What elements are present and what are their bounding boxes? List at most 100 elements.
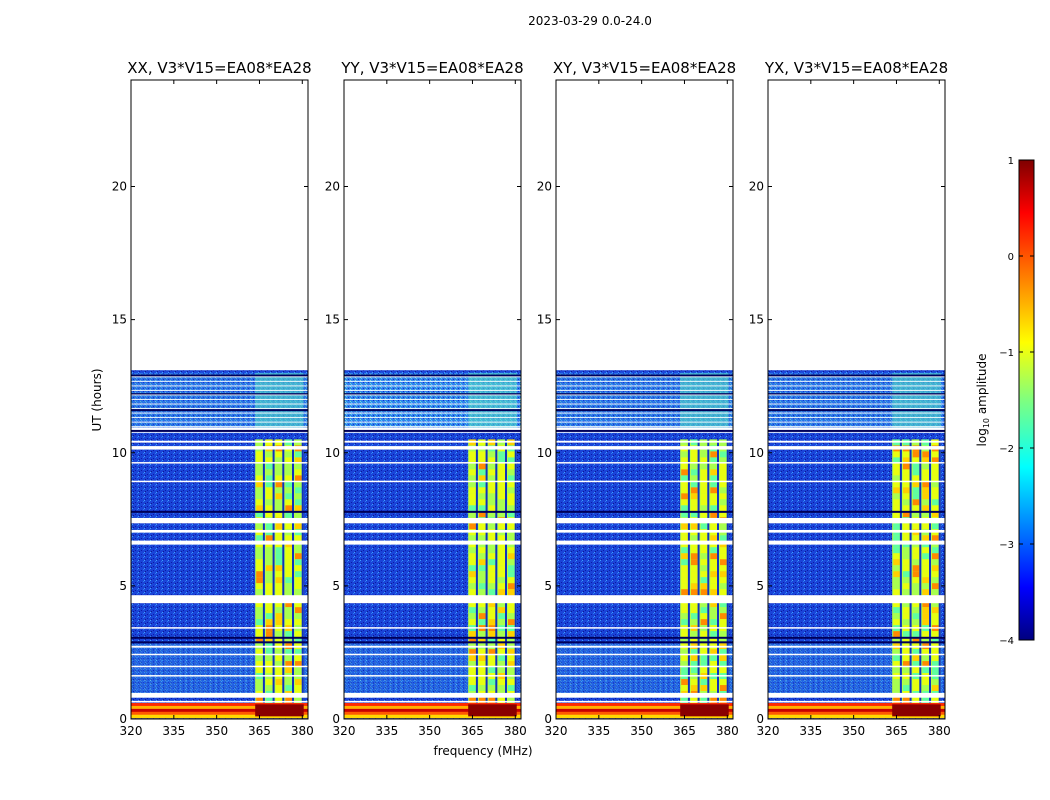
rfi-cell: [295, 583, 302, 590]
rfi-cell: [893, 553, 900, 560]
flagged-gap: [131, 595, 308, 604]
rfi-cell: [710, 649, 718, 656]
rfi-cell: [902, 577, 910, 584]
rfi-cell: [681, 679, 688, 686]
rfi-cell: [690, 457, 698, 464]
rfi-cell: [498, 667, 506, 674]
rfi-cell: [912, 475, 920, 482]
rfi-cell: [922, 463, 930, 470]
rfi-cell: [902, 685, 910, 692]
rfi-cell: [720, 457, 727, 464]
panel-xx: 0 5 10 15 20 320 335 350 365 380 XX, V3*V15=EA08*E…: [112, 59, 314, 738]
rfi-cell: [275, 685, 283, 692]
rfi-cell: [478, 697, 486, 704]
rfi-cell: [256, 661, 263, 668]
rfi-cell: [932, 583, 939, 590]
rfi-cell: [902, 493, 910, 500]
flagged-line: [344, 376, 521, 378]
rfi-cell: [285, 571, 293, 578]
rfi-cell: [508, 667, 515, 674]
rfi-cell: [478, 571, 486, 578]
y-tick-label: 20: [749, 180, 764, 194]
flagged-gap: [556, 529, 733, 533]
rfi-cell: [285, 667, 293, 674]
rfi-cell: [478, 649, 486, 656]
rfi-cell: [902, 589, 910, 596]
rfi-cell: [478, 481, 486, 488]
rfi-cell: [469, 649, 476, 656]
rfi-separator: [726, 439, 729, 704]
rfi-cell: [498, 619, 506, 626]
flagged-line: [344, 412, 521, 414]
rfi-cell: [295, 469, 302, 476]
flagged-gap: [768, 462, 945, 464]
rfi-separator: [938, 439, 941, 704]
flagged-gap: [131, 675, 308, 677]
rfi-cell: [700, 679, 708, 686]
flagged-line: [131, 421, 308, 423]
rfi-cell: [720, 589, 727, 596]
rfi-cell: [265, 553, 273, 560]
rfi-cell: [681, 685, 688, 692]
rfi-cell: [902, 679, 910, 686]
rfi-cell: [690, 667, 698, 674]
x-tick-label: 350: [418, 724, 441, 738]
rfi-cell: [710, 655, 718, 662]
flagged-dark-line: [556, 409, 733, 412]
x-tick-label: 320: [120, 724, 143, 738]
rfi-cell: [488, 601, 496, 608]
rfi-cell: [478, 505, 486, 512]
rfi-separator: [717, 439, 720, 704]
rfi-cell: [488, 685, 496, 692]
rfi-cell: [498, 679, 506, 686]
rfi-cell: [710, 553, 718, 560]
rfi-cell: [508, 697, 515, 704]
rfi-cell: [285, 475, 293, 482]
rfi-cell: [256, 631, 263, 638]
flagged-dark-line: [344, 374, 521, 377]
flagged-dark-line: [131, 409, 308, 412]
flagged-gap: [344, 480, 521, 483]
flagged-line: [344, 389, 521, 391]
rfi-cell: [469, 499, 476, 506]
rfi-cell: [700, 505, 708, 512]
y-tick-label: 5: [119, 579, 127, 593]
rfi-cell: [275, 637, 283, 644]
rfi-cell: [256, 451, 263, 458]
rfi-cell: [469, 559, 476, 566]
rfi-cell: [912, 607, 920, 614]
rfi-cell: [488, 463, 496, 470]
rfi-separator: [929, 439, 932, 704]
rfi-cell: [256, 469, 263, 476]
rfi-cell: [508, 577, 515, 584]
rfi-cell: [932, 493, 939, 500]
rfi-cell: [681, 571, 688, 578]
rfi-cell: [710, 475, 718, 482]
rfi-cell: [488, 565, 496, 572]
rfi-hot-strip: [768, 705, 945, 710]
rfi-cell: [902, 505, 910, 512]
rfi-cell: [498, 493, 506, 500]
rfi-cell: [912, 661, 920, 668]
rfi-cell: [478, 613, 486, 620]
rfi-cell: [508, 487, 515, 494]
flagged-dark-line: [556, 429, 733, 432]
rfi-cell: [700, 457, 708, 464]
rfi-cell: [256, 601, 263, 608]
rfi-cell: [922, 511, 930, 518]
plot-frame: [343, 79, 522, 720]
rfi-cell: [700, 475, 708, 482]
rfi-cell: [690, 679, 698, 686]
rfi-cell: [902, 487, 910, 494]
flagged-gap: [768, 540, 945, 545]
rfi-cell: [720, 631, 727, 638]
rfi-cell: [275, 553, 283, 560]
rfi-cell: [256, 457, 263, 464]
colorbar-tick-label: −1: [999, 348, 1014, 359]
rfi-cell: [285, 505, 293, 512]
rfi-cell: [265, 481, 273, 488]
panel-xy: 0 5 10 15 20 320 335 350 365 380 XY, V3*V15=EA08*E…: [537, 59, 739, 738]
rfi-cell: [275, 463, 283, 470]
rfi-cell: [700, 697, 708, 704]
rfi-cell: [893, 697, 900, 704]
